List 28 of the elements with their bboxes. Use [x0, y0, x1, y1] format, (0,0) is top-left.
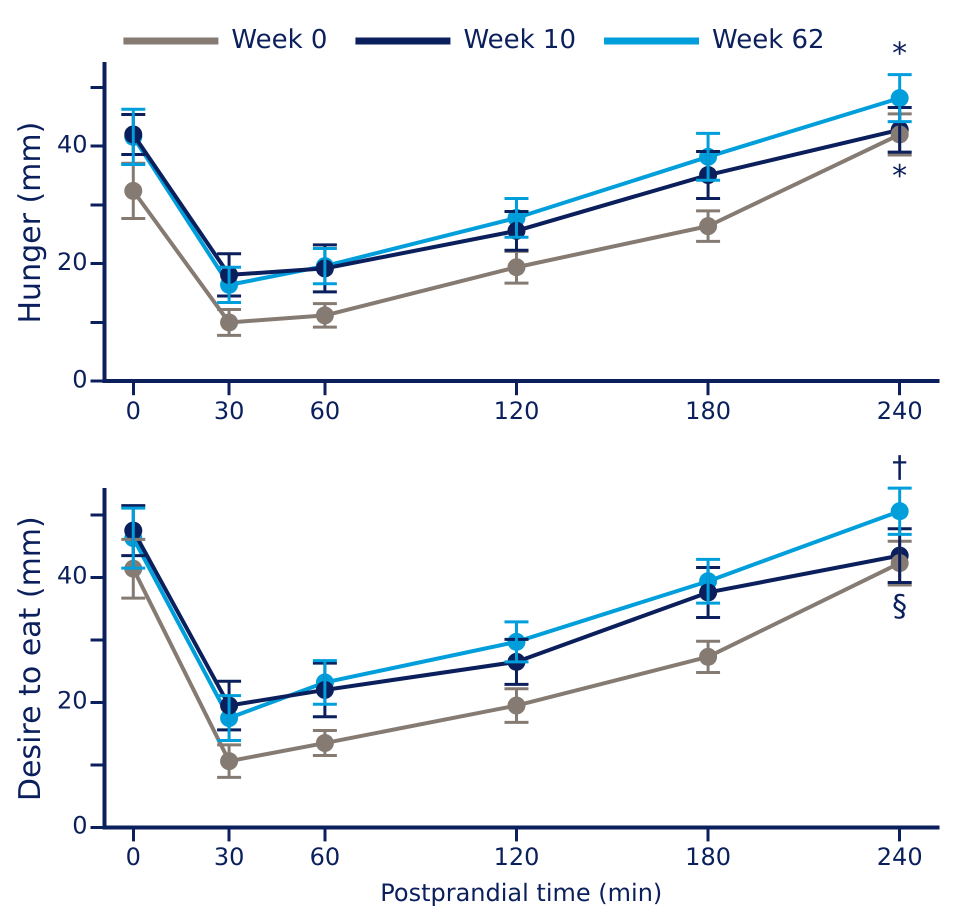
- x-tick-label: 60: [310, 843, 340, 872]
- x-axis-title: Postprandial time (min): [380, 878, 662, 907]
- y-tick-label: 40: [56, 562, 88, 590]
- legend-label: Week 62: [712, 24, 825, 55]
- y-axis-title: Hunger (mm): [12, 122, 48, 324]
- legend-label: Week 0: [231, 24, 328, 55]
- y-tick-label: 0: [72, 365, 88, 394]
- x-tick-label: 180: [685, 843, 731, 872]
- y-tick-label: 20: [56, 686, 88, 715]
- x-tick-label: 0: [126, 396, 141, 425]
- y-axis-title: Desire to eat (mm): [12, 516, 48, 802]
- x-tick-label: 60: [310, 396, 340, 425]
- y-tick-label: 0: [72, 812, 88, 840]
- y-tick-label: 20: [56, 248, 88, 276]
- annotation: *: [892, 36, 908, 72]
- x-tick-label: 180: [685, 396, 731, 425]
- x-tick-label: 30: [214, 396, 244, 425]
- x-tick-label: 120: [494, 396, 540, 425]
- legend-label: Week 10: [463, 24, 576, 55]
- text: †: [892, 450, 908, 485]
- annotation: *: [892, 158, 908, 194]
- x-tick-label: 0: [126, 843, 141, 872]
- y-tick-label: 40: [56, 130, 88, 158]
- x-tick-label: 240: [876, 396, 923, 425]
- x-tick-label: 120: [494, 843, 540, 872]
- x-tick-label: 30: [214, 843, 244, 872]
- annotation: §: [892, 588, 908, 624]
- x-tick-label: 240: [876, 843, 923, 872]
